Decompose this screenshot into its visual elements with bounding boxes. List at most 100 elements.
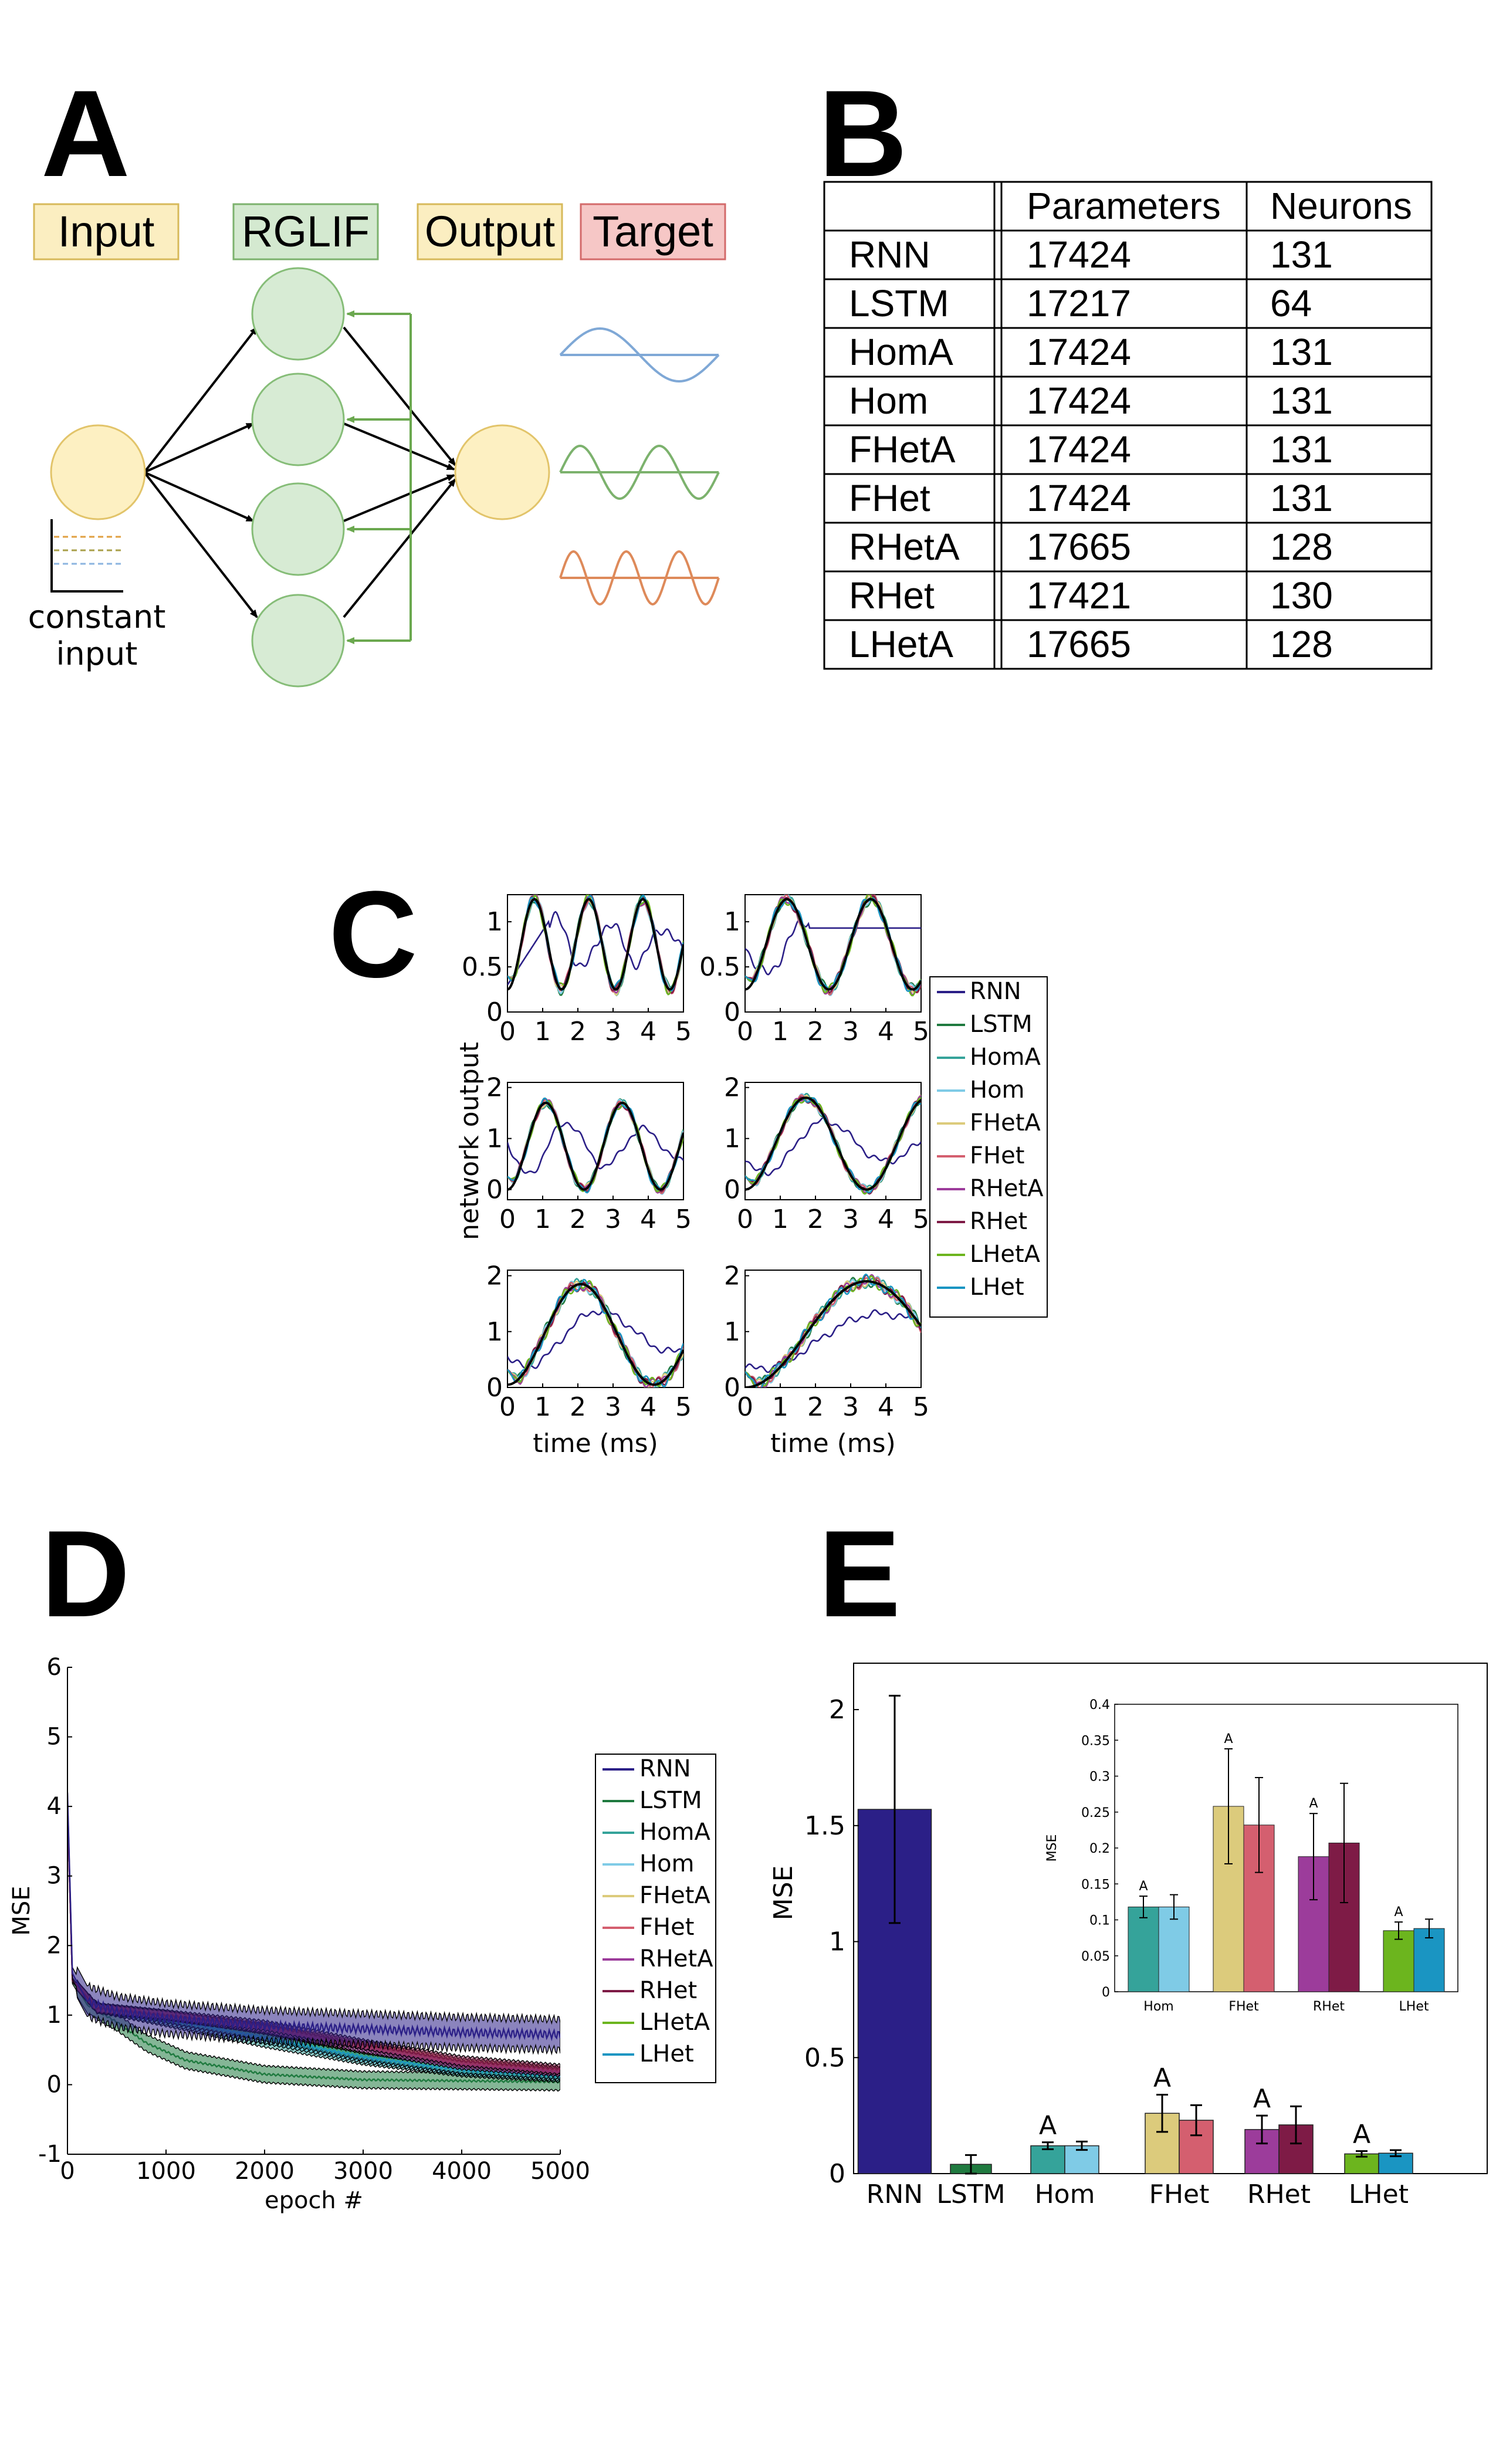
output-line-rnn <box>745 1116 921 1176</box>
table-cell: 131 <box>1270 331 1333 373</box>
y-tick-label: 0 <box>724 997 740 1027</box>
table-cell: 131 <box>1270 380 1333 422</box>
subplot-lines <box>507 1278 683 1387</box>
legend-label-rhet: RHet <box>639 1977 697 2004</box>
significance-label: A <box>1253 2084 1271 2114</box>
legend-label-hom: Hom <box>970 1077 1025 1104</box>
x-tick-label: 3 <box>842 1204 859 1234</box>
x-tick-label: LSTM <box>936 2179 1005 2209</box>
table-cell: RHet <box>849 574 935 617</box>
x-tick-label: 5000 <box>530 2158 590 2185</box>
inset-y-tick-label: 0.05 <box>1081 1949 1110 1964</box>
x-axis-label: time (ms) <box>533 1429 658 1458</box>
x-tick-label: 0 <box>737 1017 753 1047</box>
x-tick-label: 0 <box>499 1392 516 1422</box>
x-tick-label: 1 <box>772 1017 788 1047</box>
y-axis-label: network output <box>455 1042 485 1240</box>
y-axis-label: MSE <box>8 1886 35 1935</box>
x-tick-label: 2 <box>570 1392 586 1422</box>
y-tick-label: 1 <box>486 907 503 937</box>
y-tick-label: 0 <box>724 1373 740 1403</box>
x-tick-label: 1 <box>534 1392 551 1422</box>
y-tick-label: 2 <box>47 1932 62 1959</box>
significance-label: A <box>1153 2063 1171 2093</box>
arrow-in-h2 <box>144 422 255 473</box>
inset-x-tick-label: LHet <box>1399 1999 1429 2014</box>
arrow-h2-out <box>343 422 455 471</box>
y-tick-label: 1 <box>724 1317 740 1347</box>
x-tick-label: 1 <box>772 1204 788 1234</box>
x-tick-label: FHet <box>1149 2179 1210 2209</box>
band-lstm <box>67 1803 560 2092</box>
table-cell: 131 <box>1270 233 1333 276</box>
legend-label-fheta: FHetA <box>970 1109 1041 1136</box>
inset-y-axis-label: MSE <box>1045 1835 1060 1862</box>
inset-y-tick-label: 0.4 <box>1089 1698 1110 1712</box>
table-cell: LSTM <box>849 282 949 324</box>
output-subplot: 0 1 2 3 4 500.51 <box>699 894 929 1047</box>
table-cell: 64 <box>1270 282 1312 324</box>
input-label: Input <box>58 207 155 256</box>
y-tick-label: 2 <box>724 1073 740 1103</box>
y-tick-label: 1.5 <box>804 1811 845 1841</box>
table-cell: HomA <box>849 331 953 373</box>
output-line-rnn <box>745 1309 921 1373</box>
x-tick-label: RNN <box>867 2179 923 2209</box>
target-box <box>580 203 726 260</box>
legend-label-lheta: LHetA <box>639 2009 710 2036</box>
y-tick-label: 3 <box>47 1863 62 1890</box>
hidden-node-2 <box>251 373 345 466</box>
target-wave-1 <box>559 327 720 383</box>
subplot-lines <box>745 1273 921 1387</box>
x-tick-label: 5 <box>675 1392 692 1422</box>
x-tick-label: 1 <box>534 1017 551 1047</box>
y-tick-label: -1 <box>38 2141 62 2168</box>
x-axis-label: epoch # <box>265 2187 363 2214</box>
legend-label-homa: HomA <box>639 1819 711 1846</box>
inset-significance-label: A <box>1309 1796 1318 1811</box>
subplot-lines <box>507 895 683 997</box>
output-subplot: 0 1 2 3 4 500.51 <box>462 894 692 1047</box>
band-rnn <box>67 1786 560 2056</box>
inset-bar-lhet <box>1413 1928 1445 1992</box>
inset-significance-label: A <box>1394 1905 1403 1920</box>
panel-d-letter: D <box>41 1505 130 1643</box>
output-line-lheta <box>745 1275 921 1387</box>
x-tick-label: 3 <box>842 1392 859 1422</box>
x-tick-label: 4 <box>640 1392 656 1422</box>
x-tick-label: 4 <box>640 1204 656 1234</box>
legend-label-lhet: LHet <box>970 1274 1024 1301</box>
x-tick-label: 3000 <box>333 2158 393 2185</box>
table-cell: 17217 <box>1027 282 1131 324</box>
y-tick-label: 0 <box>486 997 503 1027</box>
x-tick-label: 1000 <box>136 2158 196 2185</box>
x-tick-label: 0 <box>60 2158 75 2185</box>
output-node <box>454 424 550 520</box>
inset-y-tick-label: 0.1 <box>1089 1914 1110 1928</box>
target-waves <box>559 327 720 606</box>
x-tick-label: 1 <box>534 1204 551 1234</box>
inset-y-tick-label: 0.35 <box>1081 1734 1110 1748</box>
table-cell: 17424 <box>1027 233 1131 276</box>
x-tick-label: 4 <box>640 1017 656 1047</box>
legend-label-lheta: LHetA <box>970 1241 1041 1268</box>
x-tick-label: LHet <box>1349 2179 1409 2209</box>
subplot-lines <box>745 895 921 997</box>
legend-label-rnn: RNN <box>970 978 1021 1005</box>
panel-c-letter: C <box>329 865 418 1003</box>
target-line <box>745 898 921 991</box>
x-tick-label: 1 <box>772 1392 788 1422</box>
rglif-box <box>232 203 379 260</box>
y-tick-label: 5 <box>47 1724 62 1751</box>
y-tick-label: 2 <box>486 1073 503 1103</box>
x-tick-label: 5 <box>913 1392 929 1422</box>
x-tick-label: 3 <box>605 1204 621 1234</box>
y-tick-label: 1 <box>47 2002 62 2029</box>
legend-box <box>595 1754 716 2083</box>
subplot-lines <box>507 1097 683 1195</box>
legend-label-rhet: RHet <box>970 1208 1027 1235</box>
table-cell: 131 <box>1270 428 1333 471</box>
